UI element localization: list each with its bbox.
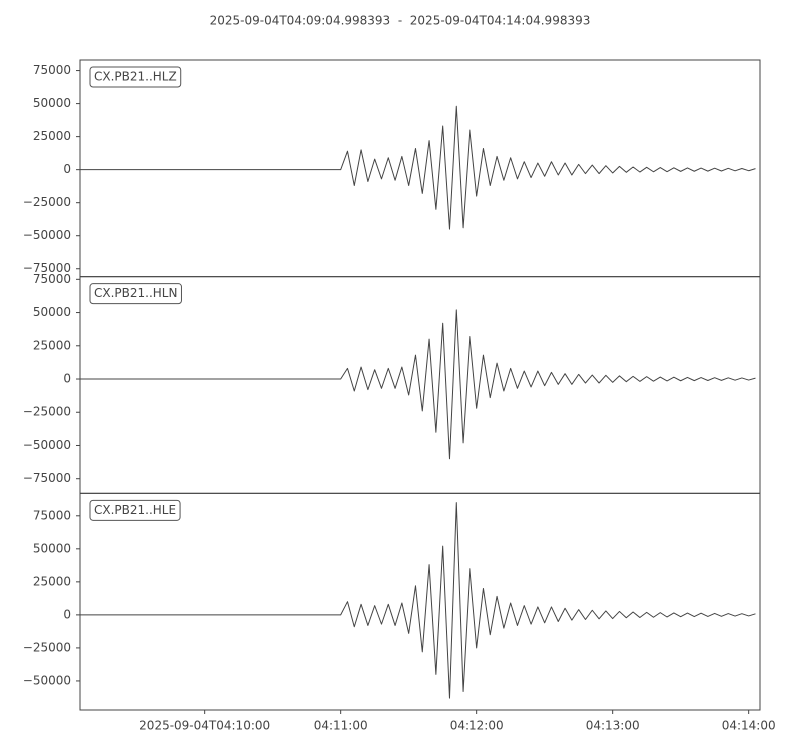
trace-label: CX.PB21..HLE bbox=[94, 503, 176, 517]
y-tick-label: 50000 bbox=[33, 305, 71, 319]
trace-label-box bbox=[89, 499, 181, 521]
x-tick-label: 04:11:00 bbox=[314, 719, 368, 733]
x-tick-label: 04:13:00 bbox=[586, 719, 640, 733]
waveform-trace bbox=[80, 309, 756, 460]
y-tick-label: 0 bbox=[63, 607, 71, 621]
y-tick-label: 75000 bbox=[33, 63, 71, 77]
y-tick-label: −50000 bbox=[23, 673, 71, 687]
y-tick-label: −25000 bbox=[23, 195, 71, 209]
panel-frame bbox=[79, 59, 761, 278]
y-tick-label: 50000 bbox=[33, 541, 71, 555]
panel-frame bbox=[79, 276, 761, 494]
waveform-trace bbox=[80, 502, 756, 699]
trace-label: CX.PB21..HLZ bbox=[94, 70, 177, 84]
y-tick-label: 25000 bbox=[33, 338, 71, 352]
x-tick-label: 2025-09-04T04:10:00 bbox=[139, 719, 270, 733]
trace-label-box bbox=[89, 283, 182, 305]
y-tick-label: −50000 bbox=[23, 438, 71, 452]
x-tick-label: 04:14:00 bbox=[722, 719, 776, 733]
y-tick-label: 25000 bbox=[33, 574, 71, 588]
y-tick-label: 25000 bbox=[33, 129, 71, 143]
y-tick-label: −75000 bbox=[23, 471, 71, 485]
y-tick-label: 50000 bbox=[33, 96, 71, 110]
panel-frame bbox=[79, 492, 761, 711]
y-tick-label: 0 bbox=[63, 162, 71, 176]
y-tick-label: 75000 bbox=[33, 508, 71, 522]
trace-label: CX.PB21..HLN bbox=[94, 286, 177, 300]
waveform-trace bbox=[80, 105, 756, 230]
y-tick-label: −75000 bbox=[23, 261, 71, 275]
y-tick-label: −25000 bbox=[23, 405, 71, 419]
y-tick-label: 75000 bbox=[33, 272, 71, 286]
trace-label-box bbox=[89, 66, 182, 88]
panel bbox=[80, 309, 756, 460]
y-tick-label: −25000 bbox=[23, 640, 71, 654]
panel bbox=[80, 105, 756, 230]
y-tick-label: 0 bbox=[63, 372, 71, 386]
figure-title: 2025-09-04T04:09:04.998393 - 2025-09-04T… bbox=[210, 14, 591, 28]
x-tick-label: 04:12:00 bbox=[450, 719, 504, 733]
panel bbox=[80, 502, 756, 699]
y-tick-label: −50000 bbox=[23, 228, 71, 242]
